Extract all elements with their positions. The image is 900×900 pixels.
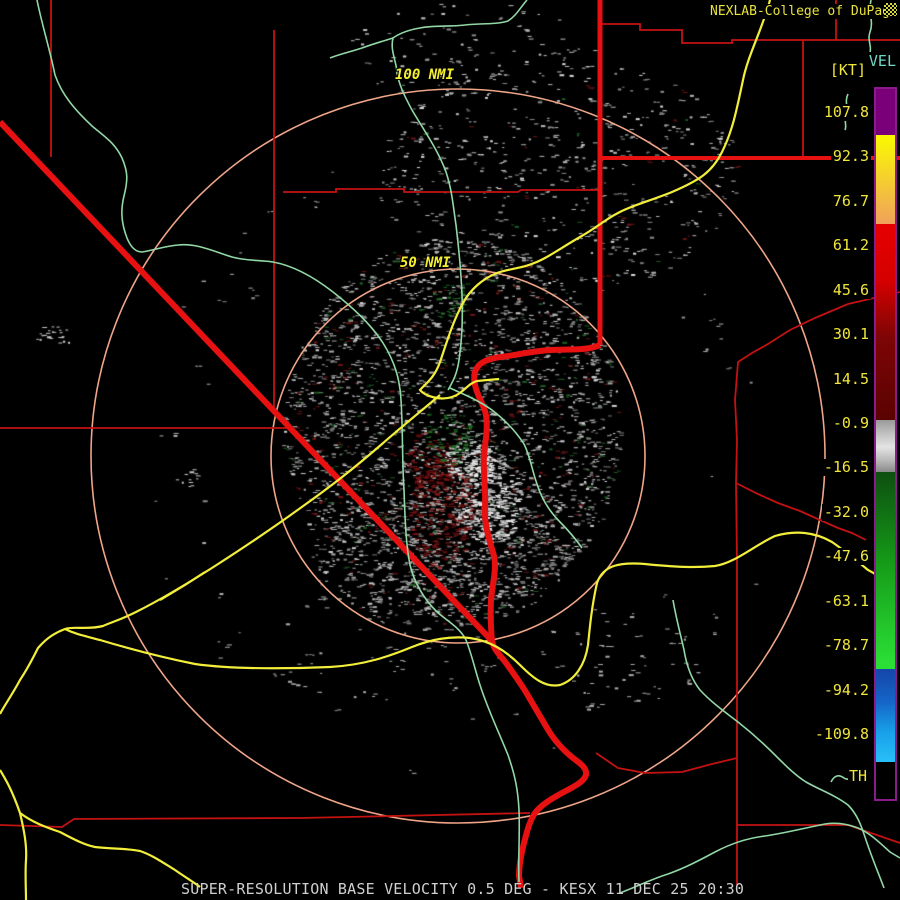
river-line <box>36 0 521 883</box>
county-boundary-line <box>283 188 600 193</box>
highway-line <box>18 812 28 900</box>
scale-tick-label: 76.7 <box>830 191 871 210</box>
product-caption: SUPER-RESOLUTION BASE VELOCITY 0.5 DEG -… <box>181 880 745 898</box>
county-boundary-line <box>600 23 803 44</box>
brand-text: NEXLAB-College of DuPage <box>708 4 900 19</box>
scale-tick-label: -16.5 <box>821 458 871 477</box>
county-boundary-line <box>0 812 531 828</box>
scale-tick-label: 61.2 <box>830 236 871 255</box>
river-line <box>391 0 528 391</box>
scale-tick-label: -94.2 <box>821 680 871 699</box>
range-ring-50 NMI <box>90 88 826 824</box>
river-line <box>449 387 583 549</box>
scale-tick-label: -47.6 <box>821 547 871 566</box>
scale-tick-label: 30.1 <box>830 325 871 344</box>
units-label: [KT] <box>828 61 867 79</box>
scale-tick-label: 92.3 <box>830 147 871 166</box>
scale-tick-label: -109.8 <box>812 725 871 744</box>
scale-tick-label: -0.9 <box>830 414 871 432</box>
highway-line <box>418 0 772 400</box>
scale-tick-label: -63.1 <box>821 591 871 610</box>
range-ring-100 NMI <box>270 268 646 644</box>
river-line <box>619 822 900 894</box>
scale-tick-label: -78.7 <box>821 636 871 655</box>
scale-tick-label: 107.8 <box>821 103 871 121</box>
scale-tick-label: 45.6 <box>830 280 871 299</box>
state-boundary-line <box>471 342 602 889</box>
scale-tick-label: 14.5 <box>830 369 871 388</box>
county-boundary-line <box>735 482 867 541</box>
scale-bottom-label: TH <box>847 767 868 785</box>
checker-logo-icon <box>884 3 897 16</box>
river-line <box>329 37 394 59</box>
state-boundary-line <box>0 119 495 644</box>
highway-line <box>64 531 896 687</box>
product-label: VEL <box>867 52 897 70</box>
highway-line <box>0 769 201 888</box>
velocity-color-scale <box>874 87 897 801</box>
highway-line <box>159 571 206 601</box>
range-ring-label-100nmi: 100 NMI <box>395 67 455 83</box>
county-boundary-line <box>734 291 900 885</box>
highway-line <box>0 394 441 715</box>
range-ring-label-50nmi: 50 NMI <box>400 255 451 271</box>
county-boundary-line <box>595 752 738 774</box>
scale-tick-label: -32.0 <box>821 502 871 521</box>
